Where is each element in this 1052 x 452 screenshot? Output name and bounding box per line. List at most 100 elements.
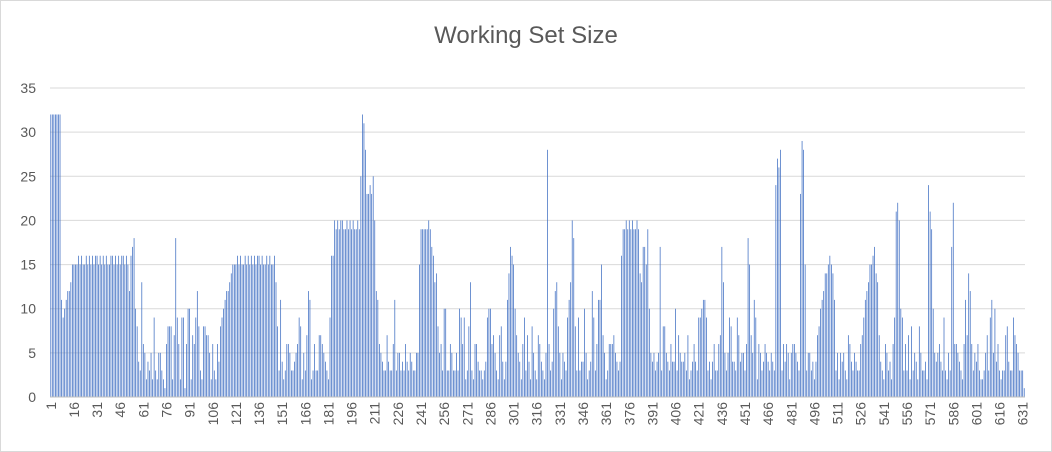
bar: [408, 370, 410, 397]
bar: [935, 361, 937, 397]
bar: [161, 370, 163, 397]
bar: [891, 379, 892, 397]
bar: [787, 352, 789, 397]
bar: [837, 352, 838, 397]
bar: [645, 264, 647, 397]
bar: [701, 308, 703, 397]
bar: [721, 246, 723, 397]
bar: [449, 344, 451, 397]
bar: [360, 176, 362, 397]
bar: [840, 352, 842, 397]
bar: [911, 326, 912, 397]
x-tick-label: 616: [992, 402, 1008, 426]
x-tick-label: 166: [297, 402, 313, 426]
x-tick-label: 151: [274, 402, 290, 426]
x-tick-label: 211: [367, 402, 383, 425]
bar: [778, 167, 780, 397]
bar: [127, 264, 129, 397]
bar: [889, 361, 891, 397]
bar: [806, 370, 808, 397]
bar: [229, 282, 231, 397]
bar: [533, 352, 535, 397]
bar: [573, 238, 575, 397]
bar: [559, 352, 561, 397]
bar: [483, 370, 485, 397]
bar: [312, 370, 314, 397]
bar: [235, 264, 237, 397]
bar: [997, 344, 999, 397]
x-tick-label: 406: [668, 402, 684, 426]
bar: [536, 379, 538, 397]
bar: [59, 114, 61, 398]
bar: [511, 255, 513, 397]
bar: [412, 370, 414, 397]
bar: [58, 114, 59, 398]
bar: [631, 220, 633, 397]
bar: [203, 326, 204, 397]
bar: [931, 229, 933, 397]
bar: [835, 370, 837, 397]
bar: [898, 220, 900, 397]
bar: [576, 370, 578, 397]
chart-title: Working Set Size: [434, 22, 618, 49]
bar: [451, 352, 453, 397]
bar: [328, 379, 329, 397]
bar: [723, 282, 724, 397]
bar: [599, 299, 601, 397]
bar: [750, 335, 752, 397]
bar: [999, 370, 1000, 397]
bar: [735, 370, 737, 397]
bar: [153, 317, 155, 397]
bar: [227, 291, 229, 397]
bar: [391, 370, 393, 397]
bar: [761, 370, 763, 397]
bar: [912, 370, 914, 397]
bar: [76, 264, 78, 397]
bar: [593, 317, 595, 397]
bar: [323, 352, 325, 397]
bar: [206, 335, 207, 397]
bar: [817, 335, 818, 397]
bar: [368, 193, 369, 397]
bar: [130, 255, 132, 397]
x-tick-label: 391: [644, 402, 660, 426]
bar: [763, 361, 764, 397]
bar: [1019, 370, 1020, 397]
bar: [486, 317, 488, 397]
bar: [868, 282, 869, 397]
y-tick-label: 20: [20, 212, 36, 228]
x-tick-label: 316: [529, 402, 545, 426]
bar: [335, 229, 337, 397]
bar: [832, 273, 834, 397]
bar: [440, 344, 442, 397]
bar: [355, 229, 357, 397]
bar: [709, 361, 710, 397]
bar: [706, 317, 707, 397]
bar: [630, 229, 632, 397]
bar: [68, 291, 70, 397]
bar: [547, 149, 548, 397]
bar: [790, 352, 792, 397]
bar: [201, 379, 203, 397]
bar: [385, 370, 386, 397]
bar: [428, 220, 430, 397]
bar: [382, 361, 383, 397]
bar: [462, 344, 464, 397]
bar: [905, 344, 906, 397]
bar: [321, 344, 323, 397]
bar: [925, 361, 926, 397]
x-tick-label: 541: [876, 402, 892, 426]
bar: [545, 352, 547, 397]
bar: [508, 273, 510, 397]
bar: [519, 361, 521, 397]
bar: [861, 335, 863, 397]
x-tick-label: 91: [182, 402, 198, 418]
bar: [588, 370, 590, 397]
bar: [928, 185, 929, 397]
x-tick-label: 331: [552, 402, 568, 426]
bar: [803, 149, 804, 397]
bar: [432, 255, 434, 397]
bar: [524, 317, 525, 397]
bar: [948, 352, 950, 397]
